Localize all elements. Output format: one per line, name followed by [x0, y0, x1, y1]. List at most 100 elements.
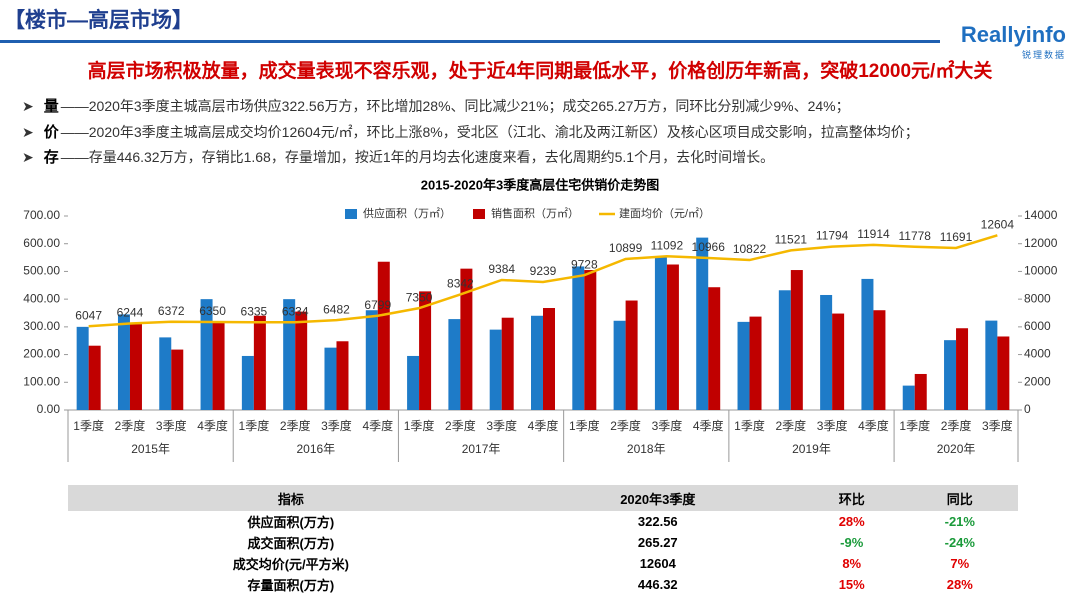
x-tick-label: 1季度 [569, 418, 600, 433]
x-group-label: 2016年 [296, 442, 335, 456]
y-tick-label: 400.00 [23, 291, 60, 305]
bar [171, 349, 184, 410]
data-label: 10966 [692, 240, 726, 254]
y2-tick-label: 14000 [1024, 208, 1058, 222]
bar [902, 385, 915, 410]
bar [336, 341, 349, 410]
bullet: ➤ 存 ——存量446.32万方，存销比1.68，存量增加，按近1年的月均去化速度来… [22, 146, 774, 167]
data-label: 6799 [364, 298, 391, 312]
y-tick-label: 0.00 [37, 402, 61, 416]
bullet-text: ——2020年3季度主城高层市场供应322.56万方，环比增加28%、同比减少2… [60, 98, 850, 114]
bar [365, 310, 378, 410]
table-cell: -9% [840, 535, 864, 550]
data-label: 6482 [323, 302, 350, 316]
bar [820, 294, 833, 410]
table-cell: 8% [842, 556, 862, 571]
bar [696, 237, 709, 410]
data-label: 6047 [75, 308, 102, 322]
chart: 2015-2020年3季度高层住宅供销价走势图 0.00 100.00 200.00… [23, 177, 1058, 462]
x-tick-label: 3季度 [652, 418, 683, 433]
table-cell: 265.27 [637, 535, 678, 550]
bar [572, 266, 585, 410]
table-cell: 322.56 [637, 514, 678, 529]
bar [200, 299, 213, 410]
bar [613, 320, 626, 410]
summary-table: 指标 2020年3季度 环比 同比 供应面积(万方) 322.56 28% -21% 成交面积(… [68, 485, 1018, 595]
table-cell: -21% [944, 514, 975, 529]
table-row: 存量面积(万方) 446.32 15% 28% [68, 574, 1018, 595]
table-row: 成交面积(万方) 265.27 -9% -24% [68, 532, 1018, 553]
x-tick-label: 3季度 [486, 418, 517, 433]
data-label: 6334 [282, 304, 309, 318]
bar [159, 337, 172, 410]
x-tick-label: 4季度 [528, 418, 559, 433]
data-label: 11092 [651, 238, 684, 252]
legend-label: 销售面积（万㎡） [491, 206, 579, 220]
table-cell: 供应面积(万方) [247, 515, 335, 530]
bar [997, 336, 1010, 410]
x-tick-label: 3季度 [321, 418, 352, 433]
x-tick-label: 2季度 [115, 418, 146, 433]
x-tick-label: 1季度 [734, 418, 765, 433]
bullet-label: 量 [43, 98, 59, 115]
y-tick-label: 100.00 [23, 374, 60, 388]
y-tick-label: 700.00 [23, 208, 60, 222]
table-row: 供应面积(万方) 322.56 28% -21% [68, 511, 1018, 532]
bar [212, 322, 225, 410]
data-label: 11691 [940, 230, 973, 244]
bar [88, 345, 101, 410]
bullet-label: 价 [43, 123, 59, 141]
x-group-label: 2015年 [131, 442, 170, 456]
logo: Reallyinfo 锐理数据 [961, 22, 1066, 61]
y2-tick-label: 12000 [1024, 236, 1058, 250]
x-tick-label: 4季度 [693, 418, 724, 433]
bar [708, 287, 721, 410]
y2-tick-label: 4000 [1024, 347, 1051, 361]
table-row: 成交均价(元/平方米) 12604 8% 7% [68, 553, 1018, 574]
bar [654, 256, 667, 410]
bar [407, 355, 420, 410]
y2-tick-label: 10000 [1024, 264, 1058, 278]
y2-tick-label: 2000 [1024, 374, 1051, 388]
data-label: 11778 [898, 229, 931, 243]
x-tick-label: 3季度 [817, 418, 848, 433]
legend-label: 供应面积（万㎡） [363, 206, 451, 220]
bar [129, 324, 142, 410]
y2-tick-label: 0 [1024, 402, 1031, 416]
bar [117, 314, 130, 410]
bar [241, 355, 254, 410]
bullet: ➤ 价 ——2020年3季度主城高层成交均价12604元/㎡，环比上涨8%，受北区（… [22, 121, 919, 142]
data-label: 6335 [241, 304, 268, 318]
data-label: 12604 [981, 218, 1015, 232]
table-cell: 28% [946, 577, 973, 592]
table-cell: 12604 [639, 556, 676, 571]
bar [283, 299, 296, 410]
table-header-row: 指标 2020年3季度 环比 同比 [68, 485, 1018, 511]
bullet-label: 存 [43, 149, 59, 166]
bullet-arrow: ➤ [22, 123, 34, 140]
data-label: 8342 [447, 277, 474, 291]
data-label: 11794 [816, 229, 849, 243]
data-label: 9384 [488, 262, 515, 276]
bar [790, 270, 803, 410]
table-header-cell: 环比 [801, 485, 902, 511]
bar [737, 321, 750, 410]
bar [666, 264, 679, 410]
bar [76, 326, 89, 410]
y2-tick-label: 8000 [1024, 291, 1051, 305]
data-label: 9239 [530, 264, 557, 278]
bar [956, 328, 969, 410]
x-group-label: 2019年 [792, 442, 831, 456]
bullet-text: ——存量446.32万方，存销比1.68，存量增加，按近1年的月均去化速度来看，… [60, 149, 775, 165]
slide-title: 【楼市—高层市场】 [4, 9, 193, 32]
data-label: 7350 [406, 290, 433, 304]
bar [295, 311, 308, 410]
bar [531, 315, 543, 410]
data-label: 10899 [609, 241, 643, 255]
bullet-text: ——2020年3季度主城高层成交均价12604元/㎡，环比上涨8%，受北区（江北… [60, 123, 919, 140]
x-tick-label: 1季度 [899, 418, 930, 433]
x-group-label: 2017年 [462, 442, 501, 456]
y-tick-label: 600.00 [23, 236, 60, 250]
table-header-cell: 指标 [68, 485, 514, 511]
